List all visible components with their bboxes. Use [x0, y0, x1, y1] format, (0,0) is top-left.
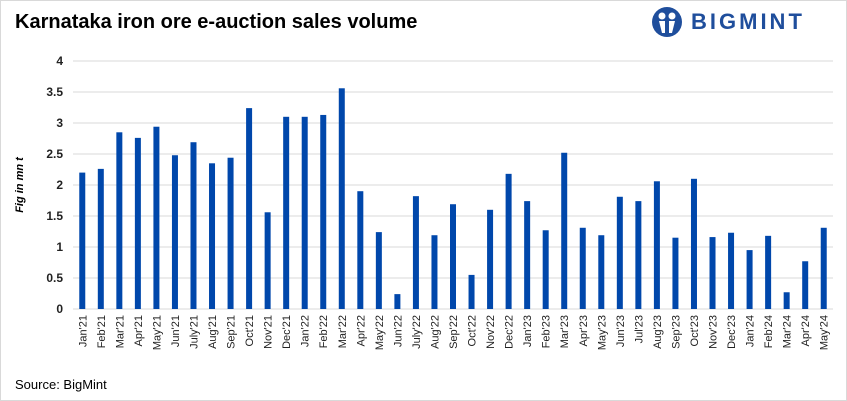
x-tick-label: Feb'24 — [763, 315, 775, 348]
x-tick-label: Feb'21 — [96, 315, 108, 348]
x-tick-label: Nov'22 — [485, 315, 497, 349]
bar — [153, 126, 160, 309]
bar — [653, 181, 660, 309]
bar — [190, 142, 197, 309]
x-tick-label: Oct'21 — [244, 315, 256, 346]
x-tick-label: Apr'21 — [133, 315, 145, 346]
bar — [746, 250, 753, 309]
x-tick-label: Mar'21 — [114, 315, 126, 348]
x-tick-label: Oct'22 — [467, 315, 479, 346]
logo-text: BIGMINT — [691, 9, 805, 34]
x-tick-label: Sep'21 — [226, 315, 238, 349]
x-tick-label: Jan'21 — [77, 315, 89, 347]
x-tick-label: May'23 — [596, 315, 608, 350]
bar — [450, 204, 456, 309]
x-tick-label: May'24 — [819, 315, 831, 350]
y-axis-label: Fig in mn t — [14, 156, 26, 213]
bar — [264, 212, 271, 309]
bar — [783, 292, 790, 309]
bar — [579, 227, 586, 309]
bar — [116, 132, 123, 309]
x-tick-label: Sep'23 — [670, 315, 682, 349]
x-tick-label: Nov'21 — [263, 315, 275, 349]
x-tick-label: Dec'21 — [281, 315, 293, 349]
bar — [246, 108, 253, 310]
bigmint-logo-icon — [652, 7, 682, 37]
bar — [357, 191, 364, 309]
x-tick-label: Aug'22 — [429, 315, 441, 349]
x-tick-label: Oct'23 — [689, 315, 701, 346]
x-tick-label: Dec'23 — [726, 315, 738, 349]
x-tick-label: Feb'23 — [541, 315, 553, 348]
x-tick-label: Jun'22 — [392, 315, 404, 347]
bar — [635, 201, 642, 309]
x-tick-label: Jun'21 — [170, 315, 182, 347]
bar — [283, 116, 290, 309]
y-tick-label: 4 — [56, 54, 63, 68]
bar — [171, 155, 178, 309]
bar — [227, 157, 234, 309]
bar — [412, 196, 419, 309]
bar — [690, 178, 697, 309]
x-tick-label: Aug'21 — [207, 315, 219, 349]
bar — [468, 274, 475, 309]
x-tick-label: Jun'23 — [615, 315, 627, 347]
bar — [431, 235, 438, 309]
y-tick-label: 1.5 — [46, 209, 63, 223]
source-note: Source: BigMint — [15, 377, 107, 392]
x-tick-label: Jan'24 — [745, 315, 757, 347]
bigmint-logo: BIGMINT — [651, 6, 805, 38]
bar — [802, 261, 809, 309]
y-tick-label: 0 — [56, 302, 63, 316]
x-tick-label: Mar'22 — [337, 315, 349, 348]
y-tick-label: 2.5 — [46, 147, 63, 161]
x-tick-label: Dec'22 — [504, 315, 516, 349]
bar — [561, 152, 568, 309]
bar — [375, 232, 382, 309]
bar — [709, 237, 716, 309]
x-tick-label: July'21 — [188, 315, 200, 349]
x-tick-label: Apr'23 — [578, 315, 590, 346]
bar — [542, 230, 549, 309]
x-tick-label: Sep'22 — [448, 315, 460, 349]
bar — [134, 137, 141, 309]
bar — [765, 235, 772, 309]
bar-chart: 0 0.5 1 1.5 2 2.5 3 3.5 4 Jan'21 Feb'21 Mar'21 Apr'… — [14, 54, 833, 350]
x-tick-label: Jan'23 — [522, 315, 534, 347]
x-tick-label: May'21 — [151, 315, 163, 350]
y-tick-label: 0.5 — [46, 271, 63, 285]
x-tick-label: Feb'22 — [318, 315, 330, 348]
x-tick-label: July'22 — [411, 315, 423, 349]
x-tick-label: Aug'23 — [652, 315, 664, 349]
bar — [301, 116, 308, 309]
bar — [487, 209, 494, 309]
x-tick-label: Jul'23 — [633, 315, 645, 343]
bar — [338, 88, 345, 309]
x-tick-label: Jan'22 — [300, 315, 312, 347]
chart-title: Karnataka iron ore e-auction sales volum… — [15, 11, 418, 33]
y-tick-label: 3.5 — [46, 85, 63, 99]
y-tick-label: 3 — [56, 116, 63, 130]
bar — [728, 232, 735, 309]
bar — [672, 237, 679, 309]
bar — [394, 294, 401, 309]
bar — [97, 168, 104, 309]
x-tick-label: Apr'24 — [800, 315, 812, 346]
bar — [79, 172, 86, 309]
y-tick-label: 2 — [56, 178, 63, 192]
bar — [598, 235, 605, 309]
bar — [616, 196, 623, 309]
x-tick-label: Apr'22 — [355, 315, 367, 346]
bar — [320, 114, 327, 309]
x-tick-label: Nov'23 — [708, 315, 720, 349]
x-tick-label: Mar'23 — [559, 315, 571, 348]
bar — [820, 227, 827, 309]
x-tick-label: May'22 — [374, 315, 386, 350]
bar — [209, 163, 216, 309]
x-tick-label: Mar'24 — [782, 315, 794, 348]
y-tick-label: 1 — [56, 240, 63, 254]
bar — [524, 201, 531, 309]
bar — [505, 173, 512, 309]
